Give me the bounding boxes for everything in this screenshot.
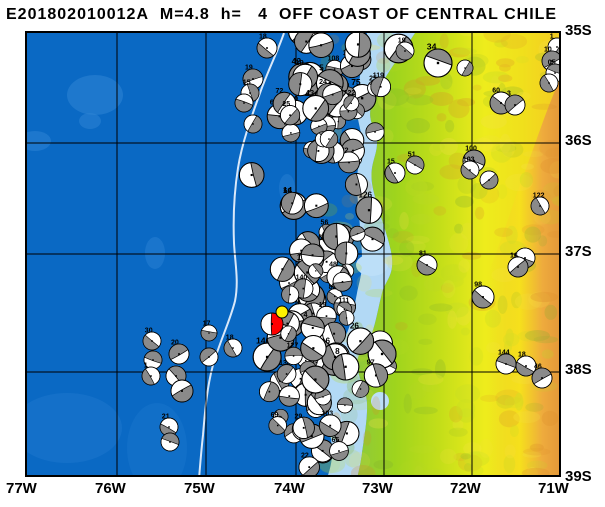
svg-text:25: 25 [282, 101, 290, 108]
svg-text:108: 108 [328, 56, 340, 63]
svg-text:100: 100 [465, 146, 477, 153]
svg-text:43: 43 [305, 89, 314, 98]
svg-text:103: 103 [463, 156, 475, 163]
svg-text:72: 72 [275, 88, 283, 95]
svg-text:15: 15 [387, 159, 395, 166]
svg-text:103: 103 [322, 410, 334, 417]
svg-text:16: 16 [510, 253, 518, 260]
svg-text:8: 8 [335, 347, 340, 356]
svg-text:3: 3 [507, 91, 511, 98]
svg-text:56: 56 [321, 220, 329, 227]
svg-text:140: 140 [296, 274, 308, 281]
svg-text:22: 22 [301, 452, 309, 459]
svg-text:69: 69 [271, 412, 279, 419]
svg-text:18: 18 [518, 352, 526, 359]
svg-text:144: 144 [498, 350, 510, 357]
svg-text:18: 18 [259, 34, 267, 41]
svg-text:1: 1 [144, 362, 148, 369]
svg-text:138: 138 [348, 33, 362, 34]
svg-text:10: 10 [544, 47, 552, 54]
svg-text:69: 69 [284, 188, 292, 195]
svg-text:81: 81 [419, 251, 427, 258]
svg-text:30: 30 [145, 327, 153, 334]
svg-text:65: 65 [331, 437, 339, 444]
svg-text:5: 5 [319, 62, 324, 72]
svg-text:46: 46 [534, 364, 542, 371]
svg-text:15: 15 [319, 302, 327, 309]
svg-text:26: 26 [350, 322, 360, 331]
svg-text:19: 19 [245, 65, 253, 72]
svg-text:18: 18 [226, 334, 234, 341]
svg-text:111: 111 [338, 297, 349, 304]
svg-text:127: 127 [287, 343, 299, 350]
svg-text:15: 15 [243, 79, 251, 86]
svg-text:19: 19 [295, 58, 303, 67]
svg-text:34: 34 [427, 42, 437, 52]
svg-text:97: 97 [367, 357, 375, 366]
svg-text:17: 17 [203, 320, 211, 327]
svg-text:98: 98 [474, 282, 482, 289]
svg-text:122: 122 [533, 192, 545, 199]
svg-text:05: 05 [548, 59, 556, 66]
svg-text:24: 24 [319, 79, 327, 86]
svg-text:20: 20 [171, 340, 179, 347]
svg-text:6: 6 [325, 337, 330, 346]
svg-text:4: 4 [303, 310, 307, 319]
svg-text:21: 21 [162, 413, 170, 420]
svg-text:1: 1 [550, 33, 554, 40]
svg-text:19: 19 [398, 37, 406, 44]
svg-text:51: 51 [408, 151, 416, 158]
svg-text:48: 48 [329, 261, 337, 268]
svg-text:60: 60 [492, 88, 500, 95]
svg-text:119: 119 [373, 72, 384, 79]
svg-text:75: 75 [351, 77, 361, 87]
